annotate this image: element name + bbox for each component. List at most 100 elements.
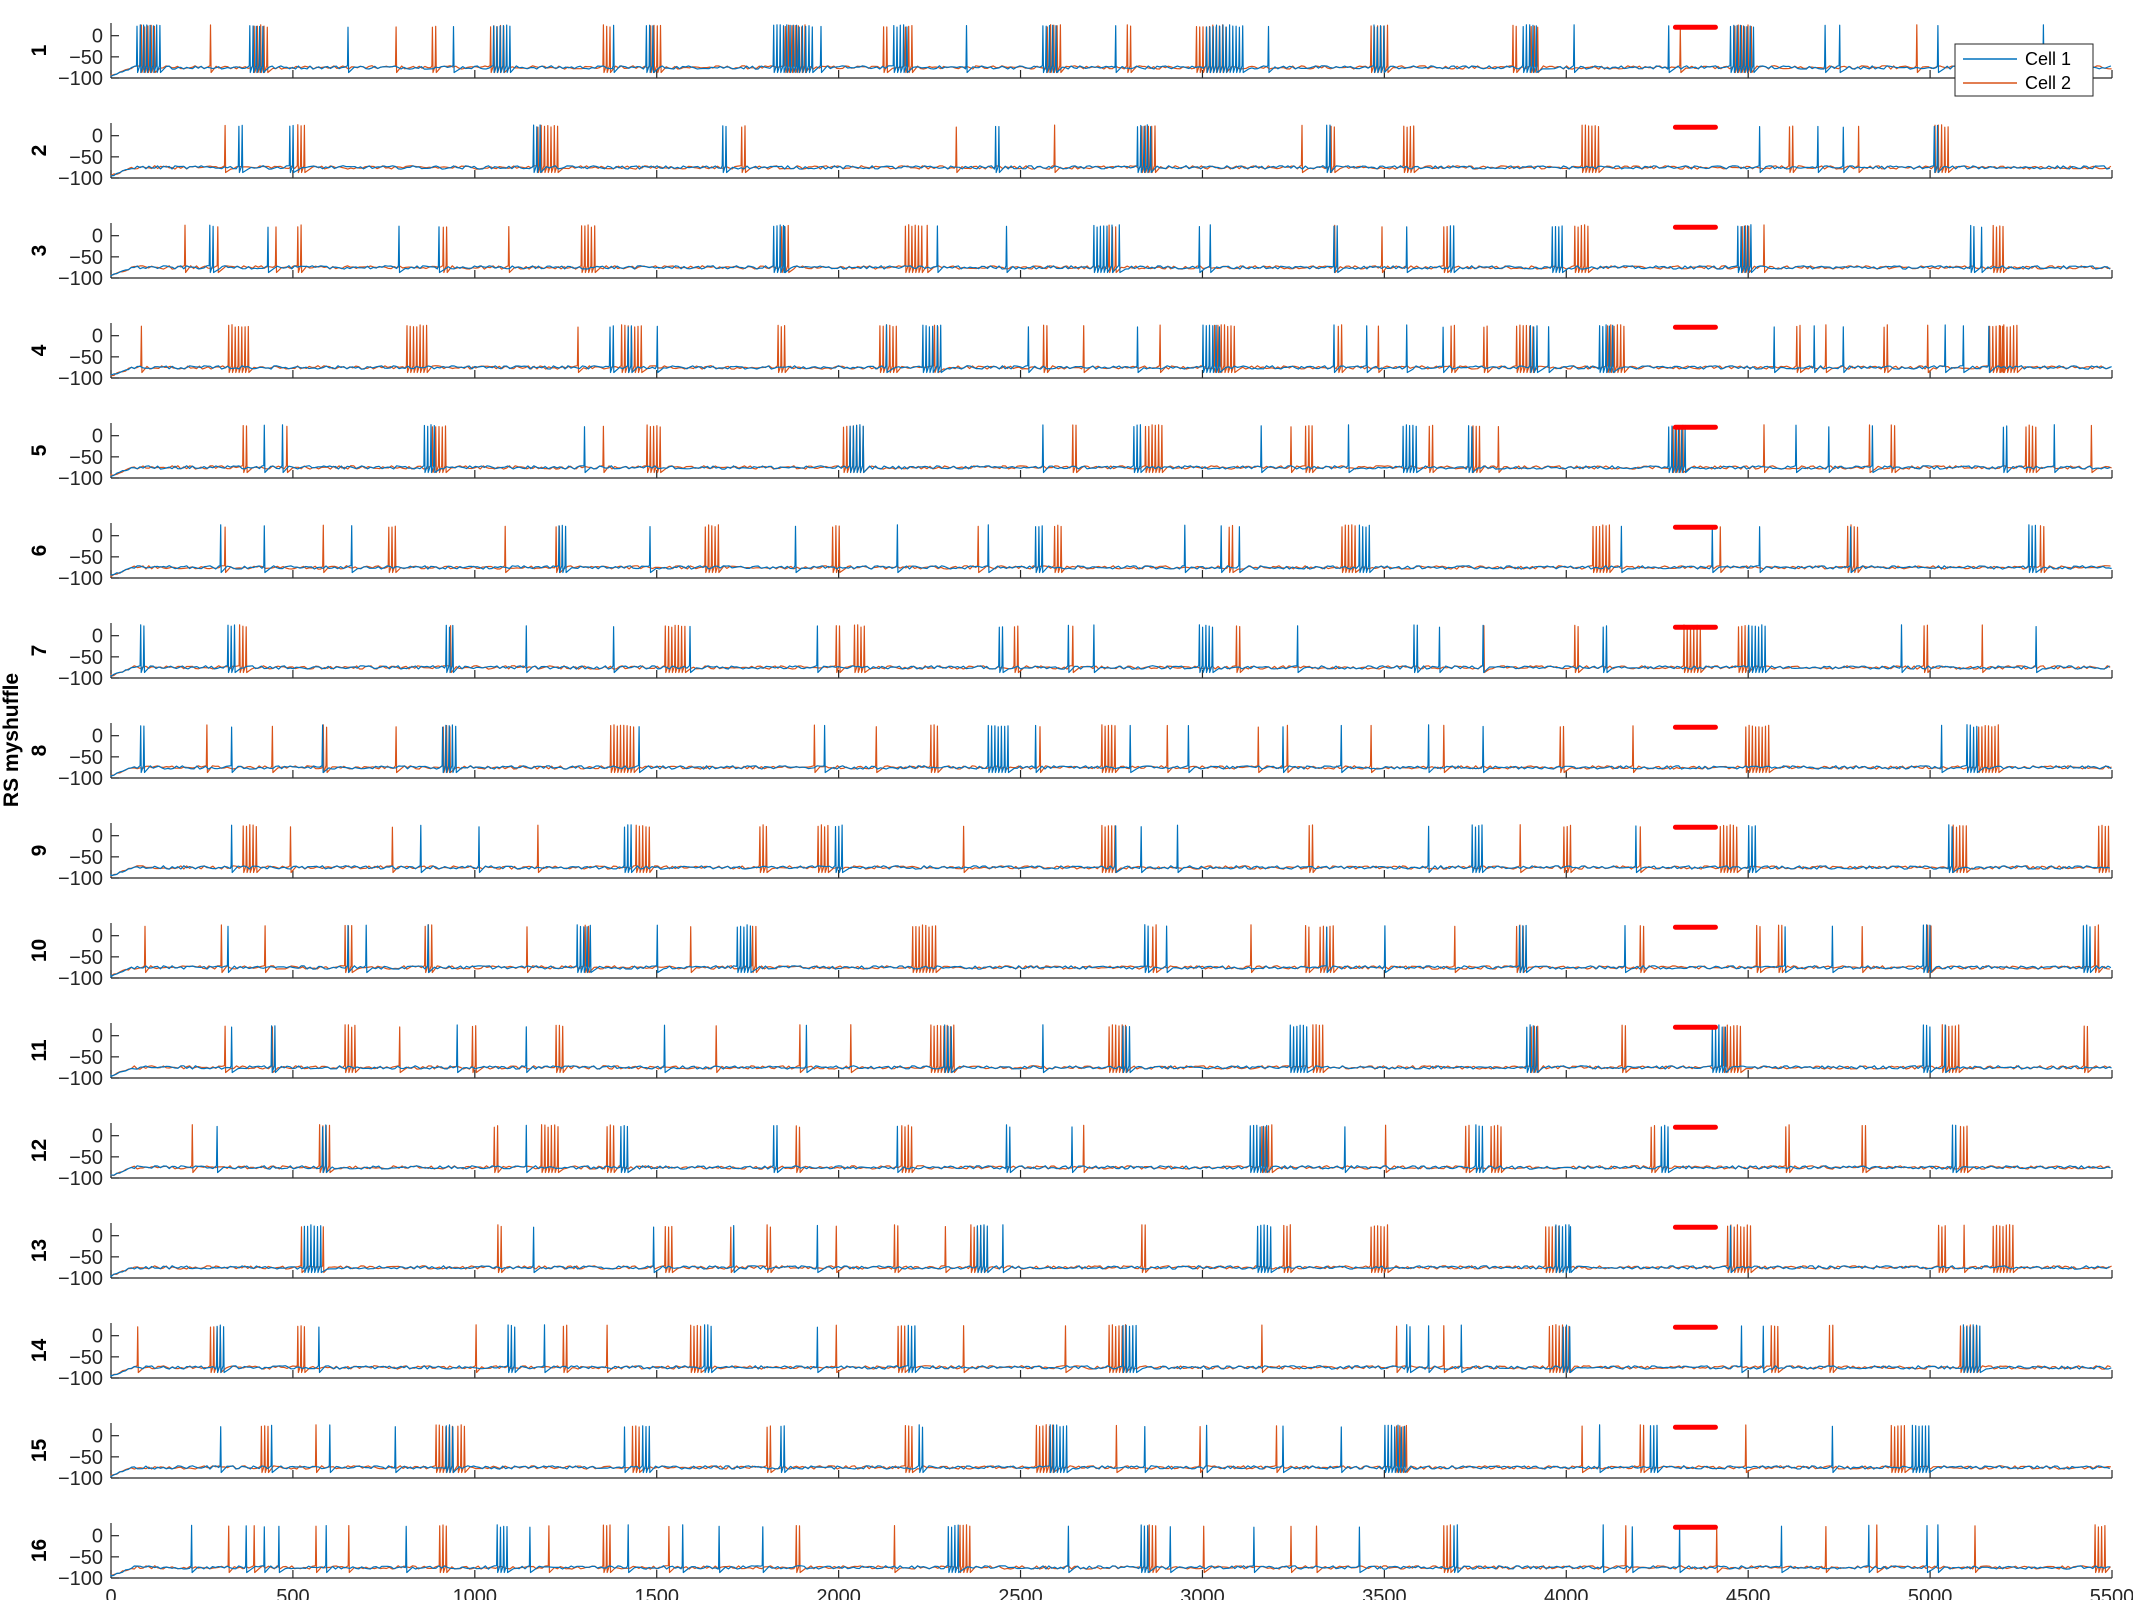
y-tick-label: 0 xyxy=(92,626,103,648)
subplot-row: 0−50−100 12 xyxy=(28,1123,2113,1190)
y-tick-label: 0 xyxy=(92,726,103,748)
y-tick-label: −100 xyxy=(58,868,103,890)
legend-label: Cell 1 xyxy=(2025,49,2071,69)
y-tick-label: 0 xyxy=(92,1026,103,1048)
subplot-row: 0−50−100 1 xyxy=(28,23,2113,90)
row-label: 4 xyxy=(28,344,51,356)
subplot-row: 0−50−100 9 xyxy=(28,823,2113,890)
y-tick-label: 0 xyxy=(92,526,103,548)
x-tick-label: 4000 xyxy=(1544,1586,1589,1600)
y-tick-label: −100 xyxy=(58,1468,103,1490)
cell1-trace xyxy=(110,1524,2111,1577)
subplot-row: 0−50−100 13 xyxy=(28,1223,2113,1290)
x-tick-label: 5000 xyxy=(1908,1586,1953,1600)
y-tick-label: −50 xyxy=(69,347,103,369)
y-tick-label: 0 xyxy=(92,826,103,848)
subplot-rows: 0−50−10010−50−10020−50−10030−50−10040−50… xyxy=(28,23,2113,1590)
y-tick-label: −50 xyxy=(69,447,103,469)
y-tick-label: −50 xyxy=(69,1147,103,1169)
y-tick-label: −100 xyxy=(58,568,103,590)
y-tick-label: −100 xyxy=(58,268,103,290)
y-tick-label: −50 xyxy=(69,1547,103,1569)
y-tick-label: −50 xyxy=(69,747,103,769)
x-axis-tick-labels: 0 500 1000 1500 2000 2500 3000 3500 4000 4500 5000… xyxy=(105,1586,2133,1600)
row-label: 3 xyxy=(28,245,51,257)
y-tick-label: −100 xyxy=(58,768,103,790)
subplot-row: 0−50−100 15 xyxy=(28,1423,2113,1490)
row-label: 1 xyxy=(28,44,51,56)
cell2-trace xyxy=(110,524,2111,578)
cell1-trace xyxy=(110,824,2110,877)
y-tick-label: −50 xyxy=(69,1047,103,1069)
row-label: 7 xyxy=(28,645,51,657)
subplot-row: 0−50−100 4 xyxy=(28,323,2113,390)
subplot-row: 0−50−100 6 xyxy=(28,523,2113,590)
y-tick-label: −50 xyxy=(69,247,103,269)
y-tick-label: −100 xyxy=(58,1268,103,1290)
y-tick-label: 0 xyxy=(92,226,103,248)
y-tick-label: −100 xyxy=(58,668,103,690)
y-tick-label: −50 xyxy=(69,1447,103,1469)
x-tick-label: 3000 xyxy=(1180,1586,1225,1600)
subplot-row: 0−50−100 2 xyxy=(28,123,2113,190)
y-tick-label: −50 xyxy=(69,1347,103,1369)
row-label: 9 xyxy=(28,845,51,857)
cell1-trace xyxy=(110,324,2112,376)
cell1-trace xyxy=(110,524,2112,576)
cell1-trace xyxy=(110,1024,2112,1077)
row-label: 2 xyxy=(28,145,51,157)
y-tick-label: −100 xyxy=(58,468,103,490)
y-tick-label: −50 xyxy=(69,947,103,969)
subplot-row: 0−50−100 11 xyxy=(28,1023,2113,1090)
cell1-trace xyxy=(110,424,2111,477)
x-tick-label: 5500 xyxy=(2090,1586,2133,1600)
cell1-trace xyxy=(110,24,2112,77)
subplot-row: 0−50−100 14 xyxy=(28,1323,2113,1390)
y-tick-label: 0 xyxy=(92,426,103,448)
row-label: 11 xyxy=(28,1039,51,1062)
cell1-trace xyxy=(110,224,2111,277)
y-tick-label: −100 xyxy=(58,968,103,990)
row-label: 8 xyxy=(28,744,51,756)
cell1-trace xyxy=(110,124,2110,177)
subplot-row: 0−50−100 10 xyxy=(28,923,2113,990)
cell1-trace xyxy=(110,924,2112,978)
subplot-row: 0−50−100 16 xyxy=(28,1523,2113,1590)
y-tick-label: −100 xyxy=(58,68,103,90)
row-label: 16 xyxy=(28,1539,51,1562)
y-tick-label: −50 xyxy=(69,1247,103,1269)
legend: Cell 1 Cell 2 xyxy=(1954,43,2094,97)
subplot-row: 0−50−100 3 xyxy=(28,223,2113,290)
y-tick-label: 0 xyxy=(92,1426,103,1448)
cell1-trace xyxy=(110,1324,2112,1377)
cell2-trace xyxy=(110,424,2112,476)
x-tick-label: 500 xyxy=(276,1586,309,1600)
y-tick-label: 0 xyxy=(92,26,103,48)
y-tick-label: −100 xyxy=(58,168,103,190)
y-tick-label: 0 xyxy=(92,1326,103,1348)
y-tick-label: 0 xyxy=(92,1226,103,1248)
x-tick-label: 1500 xyxy=(634,1586,679,1600)
cell1-trace xyxy=(110,1124,2111,1176)
cell2-trace xyxy=(110,1124,2110,1176)
cell2-trace xyxy=(110,1424,2111,1476)
subplot-row: 0−50−100 5 xyxy=(28,423,2113,490)
cell2-trace xyxy=(110,1324,2111,1377)
row-label: 14 xyxy=(28,1339,51,1363)
cell1-trace xyxy=(110,624,2110,677)
x-tick-label: 3500 xyxy=(1362,1586,1407,1600)
cell2-trace xyxy=(110,924,2110,977)
row-label: 5 xyxy=(28,444,51,456)
y-tick-label: −100 xyxy=(58,1168,103,1190)
y-tick-label: −50 xyxy=(69,47,103,69)
x-tick-label: 2500 xyxy=(998,1586,1043,1600)
y-tick-label: −100 xyxy=(58,1568,103,1590)
cell1-trace xyxy=(110,724,2112,777)
y-tick-label: −100 xyxy=(58,1068,103,1090)
y-tick-label: 0 xyxy=(92,326,103,348)
y-tick-label: 0 xyxy=(92,1126,103,1148)
subplot-row: 0−50−100 7 xyxy=(28,623,2113,690)
x-tick-label: 1000 xyxy=(453,1586,498,1600)
y-tick-label: 0 xyxy=(92,1526,103,1548)
y-tick-label: −50 xyxy=(69,847,103,869)
